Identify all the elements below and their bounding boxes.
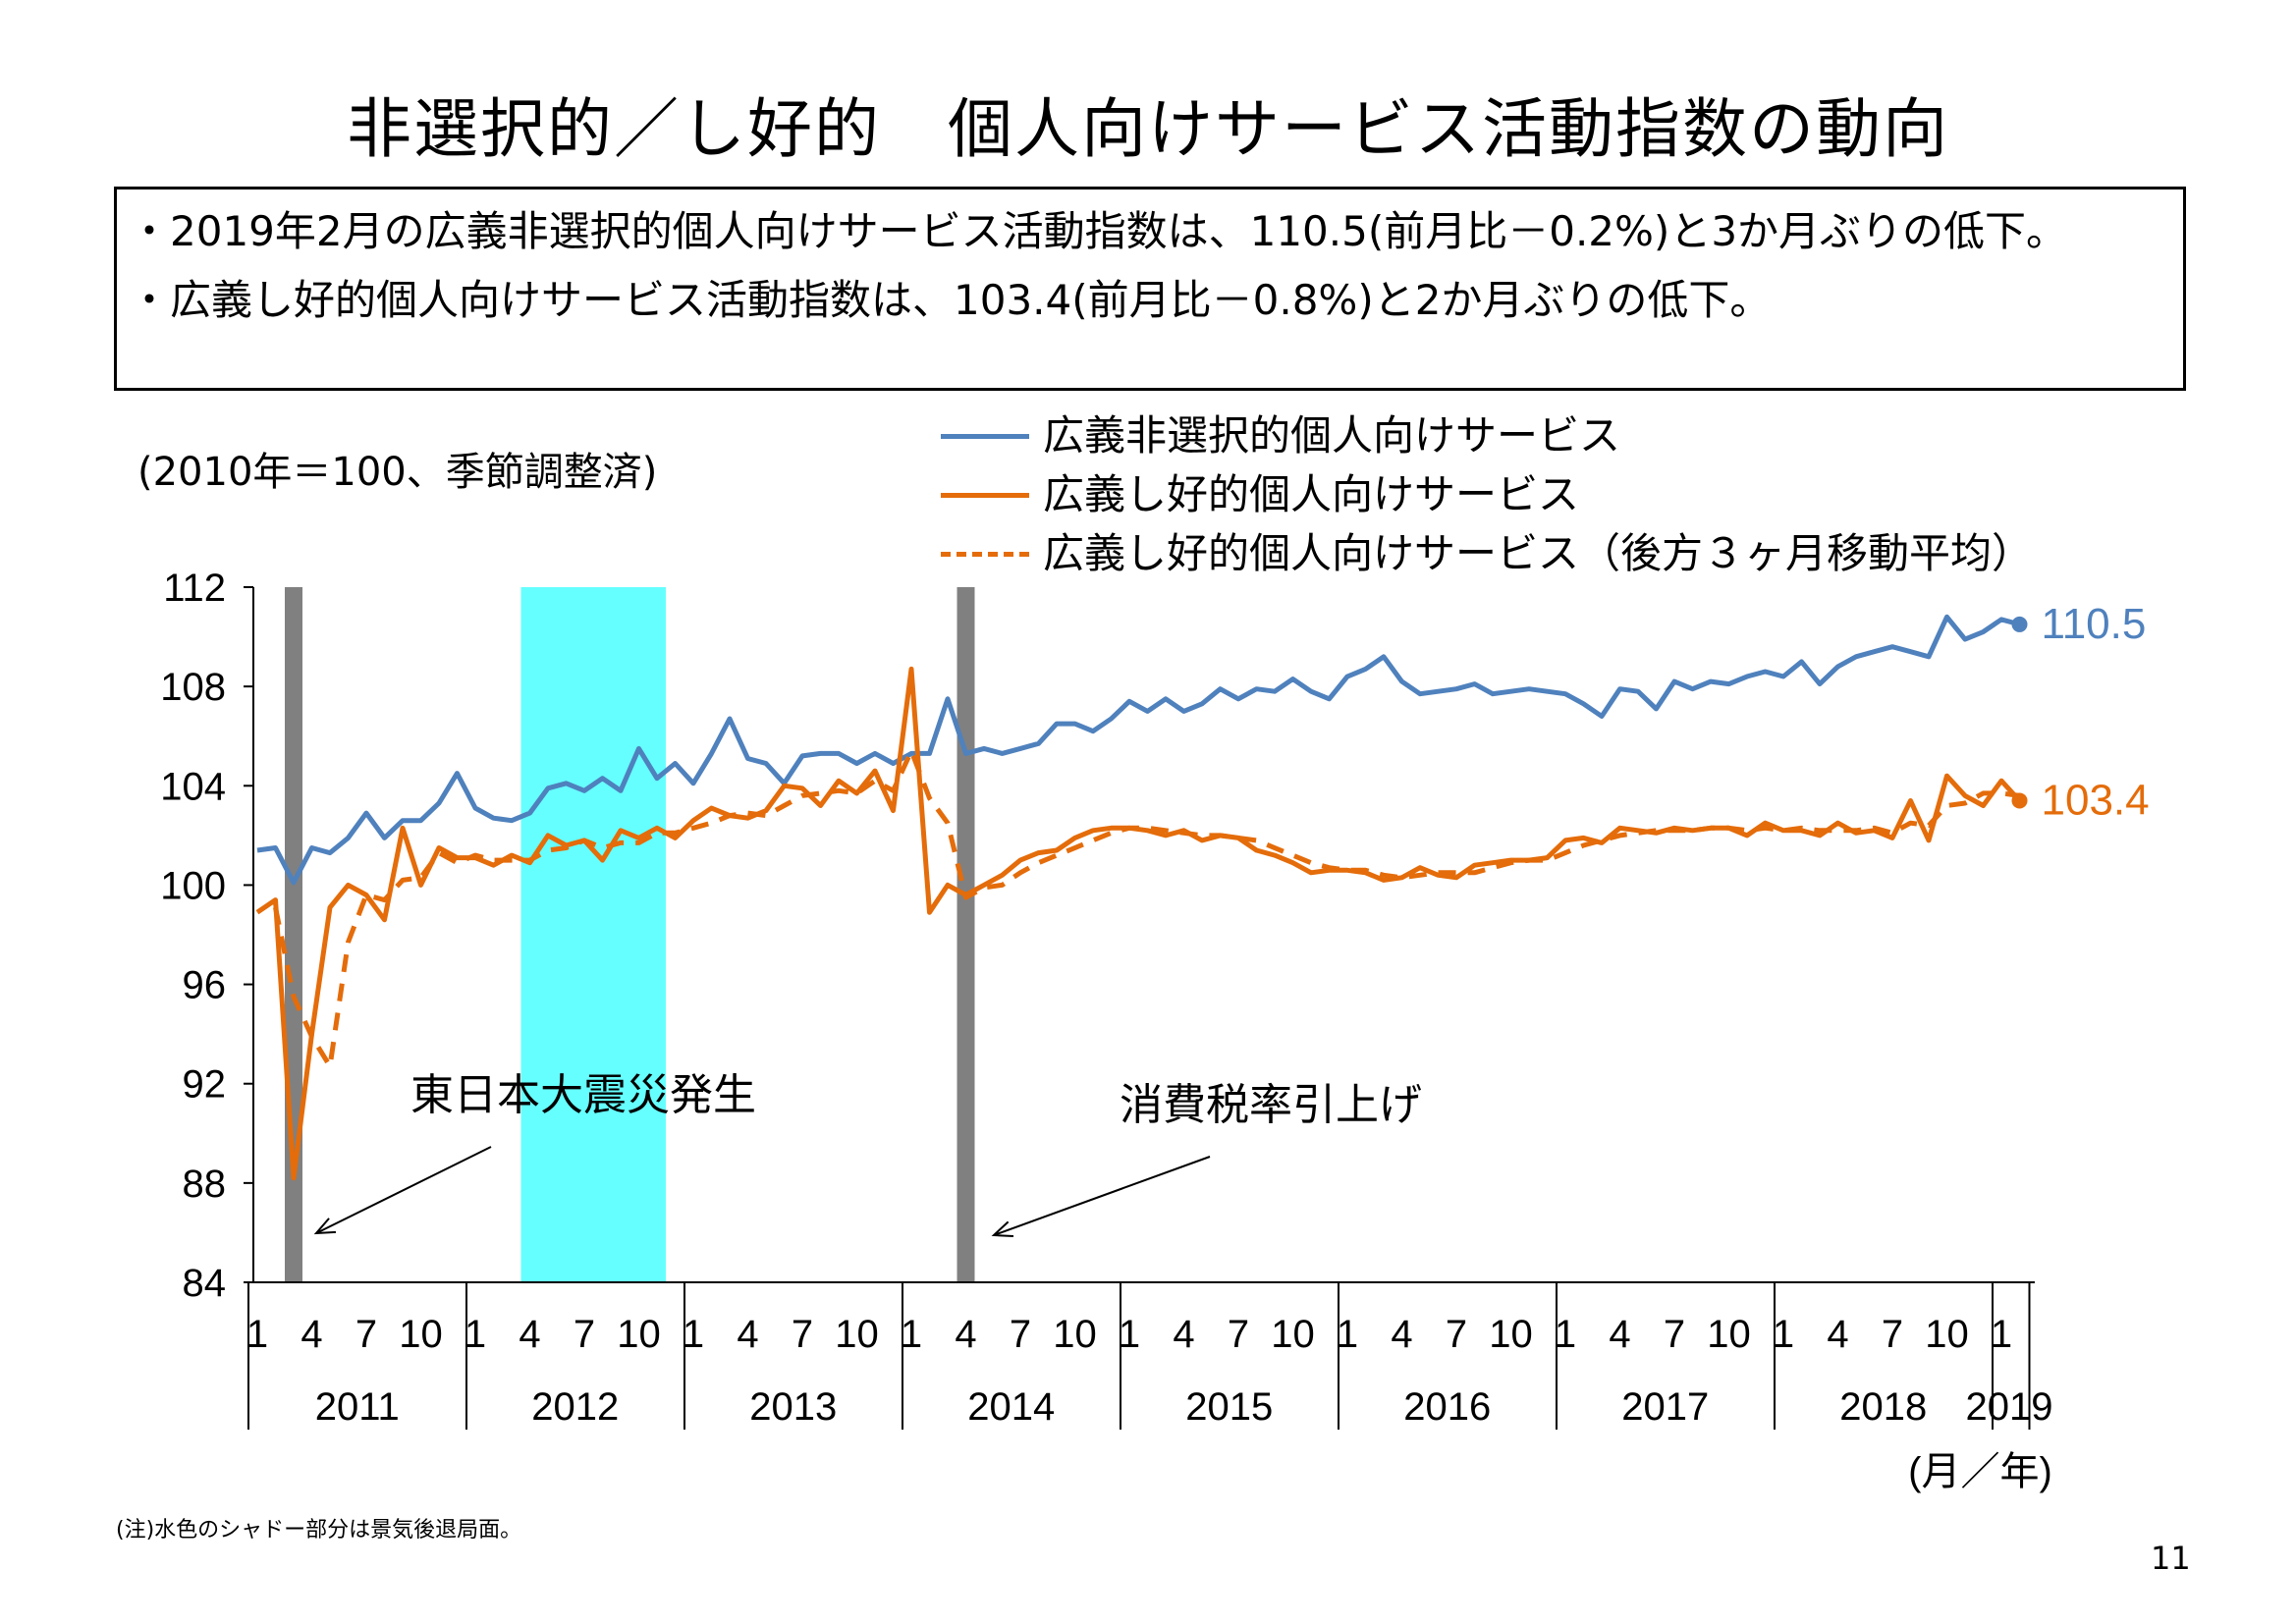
summary-line-2: 広義し好的個人向けサービス活動指数は、103.4(前月比－0.8%)と2か月ぶり… xyxy=(129,272,2163,329)
annotation-arrow xyxy=(993,1156,1211,1236)
annotation-arrowhead xyxy=(991,1220,1014,1238)
x-month-label: 7 xyxy=(1446,1313,1467,1356)
x-month-label: 7 xyxy=(792,1313,813,1356)
legend-item-preference: 広義し好的個人向けサービス xyxy=(941,465,2033,524)
x-month-label: 7 xyxy=(1228,1313,1249,1356)
legend-item-preference-ma: 広義し好的個人向けサービス（後方３ヶ月移動平均） xyxy=(941,524,2033,583)
x-month-label: 1 xyxy=(246,1313,268,1356)
y-tick-label: 104 xyxy=(160,765,226,808)
legend-swatch-solid-blue xyxy=(941,433,1029,439)
legend-item-nonselective: 広義非選択的個人向けサービス xyxy=(941,406,2033,465)
x-month-label: 7 xyxy=(1664,1313,1685,1356)
series-end-label: 110.5 xyxy=(2042,600,2147,648)
x-month-label: 10 xyxy=(1489,1313,1533,1356)
x-month-label: 7 xyxy=(1010,1313,1031,1356)
x-month-label: 4 xyxy=(737,1313,758,1356)
shaded-region xyxy=(957,587,975,1282)
x-month-label: 10 xyxy=(1053,1313,1097,1356)
x-month-label: 1 xyxy=(1555,1313,1576,1356)
footnote: (注)水色のシャドー部分は景気後退局面。 xyxy=(116,1518,522,1543)
x-month-label: 1 xyxy=(465,1313,486,1356)
x-month-label: 10 xyxy=(1925,1313,1969,1356)
x-year-label: 2012 xyxy=(531,1385,619,1429)
x-month-label: 1 xyxy=(1337,1313,1358,1356)
unit-note: (2010年＝100、季節調整済) xyxy=(137,450,658,495)
x-month-label: 10 xyxy=(399,1313,443,1356)
x-month-label: 1 xyxy=(901,1313,922,1356)
y-tick-label: 84 xyxy=(183,1262,227,1305)
x-month-label: 7 xyxy=(1882,1313,1903,1356)
annotation-label: 東日本大震災発生 xyxy=(410,1071,756,1119)
x-month-label: 4 xyxy=(301,1313,322,1356)
x-month-label: 1 xyxy=(1119,1313,1140,1356)
page-number: 11 xyxy=(2151,1540,2191,1577)
x-year-label: 2019 xyxy=(1966,1385,2053,1429)
summary-line-1: 2019年2月の広義非選択的個人向けサービス活動指数は、110.5(前月比－0.… xyxy=(129,203,2163,260)
summary-box: 2019年2月の広義非選択的個人向けサービス活動指数は、110.5(前月比－0.… xyxy=(114,187,2186,391)
legend: 広義非選択的個人向けサービス 広義し好的個人向けサービス 広義し好的個人向けサー… xyxy=(941,406,2033,583)
y-tick-label: 100 xyxy=(160,864,226,907)
y-tick-label: 96 xyxy=(183,964,227,1007)
series-line xyxy=(256,614,2021,886)
annotation-arrow xyxy=(315,1146,492,1234)
x-year-label: 2014 xyxy=(967,1385,1055,1429)
y-tick-label: 92 xyxy=(183,1063,227,1107)
y-tick-label: 112 xyxy=(163,567,226,610)
x-month-label: 10 xyxy=(617,1313,661,1356)
x-month-label: 7 xyxy=(574,1313,595,1356)
x-year-label: 2018 xyxy=(1839,1385,1927,1429)
x-month-label: 10 xyxy=(1707,1313,1751,1356)
x-month-label: 1 xyxy=(1991,1313,2012,1356)
x-month-label: 4 xyxy=(1173,1313,1194,1356)
x-month-label: 4 xyxy=(1391,1313,1412,1356)
x-month-label: 7 xyxy=(355,1313,377,1356)
x-month-label: 4 xyxy=(1827,1313,1848,1356)
x-month-label: 1 xyxy=(1773,1313,1794,1356)
x-year-label: 2016 xyxy=(1403,1385,1491,1429)
series-line xyxy=(273,748,2020,1069)
legend-label: 広義非選択的個人向けサービス xyxy=(1043,411,1621,460)
x-year-label: 2011 xyxy=(315,1385,400,1429)
annotation-label: 消費税率引上げ xyxy=(1120,1081,1422,1129)
page-title: 非選択的／し好的 個人向けサービス活動指数の動向 xyxy=(347,91,1949,167)
legend-swatch-dashed-orange xyxy=(941,551,1029,557)
annotation-arrowhead xyxy=(313,1218,337,1235)
x-axis-label: (月／年) xyxy=(1908,1450,2052,1493)
series-end-label: 103.4 xyxy=(2042,776,2150,824)
shaded-region xyxy=(520,587,666,1282)
y-tick-label: 108 xyxy=(160,666,226,709)
x-month-label: 4 xyxy=(519,1313,540,1356)
legend-label: 広義し好的個人向けサービス xyxy=(1043,470,1580,518)
y-tick-label: 88 xyxy=(183,1163,227,1206)
x-year-label: 2013 xyxy=(749,1385,837,1429)
legend-label: 広義し好的個人向けサービス（後方３ヶ月移動平均） xyxy=(1043,529,2034,577)
x-year-label: 2015 xyxy=(1185,1385,1273,1429)
x-year-label: 2017 xyxy=(1621,1385,1709,1429)
legend-swatch-solid-orange xyxy=(941,492,1029,498)
x-month-label: 4 xyxy=(1609,1313,1630,1356)
x-month-label: 1 xyxy=(683,1313,704,1356)
x-month-label: 4 xyxy=(955,1313,976,1356)
x-month-label: 10 xyxy=(1271,1313,1315,1356)
series-end-point xyxy=(2011,616,2028,632)
x-month-label: 10 xyxy=(835,1313,879,1356)
